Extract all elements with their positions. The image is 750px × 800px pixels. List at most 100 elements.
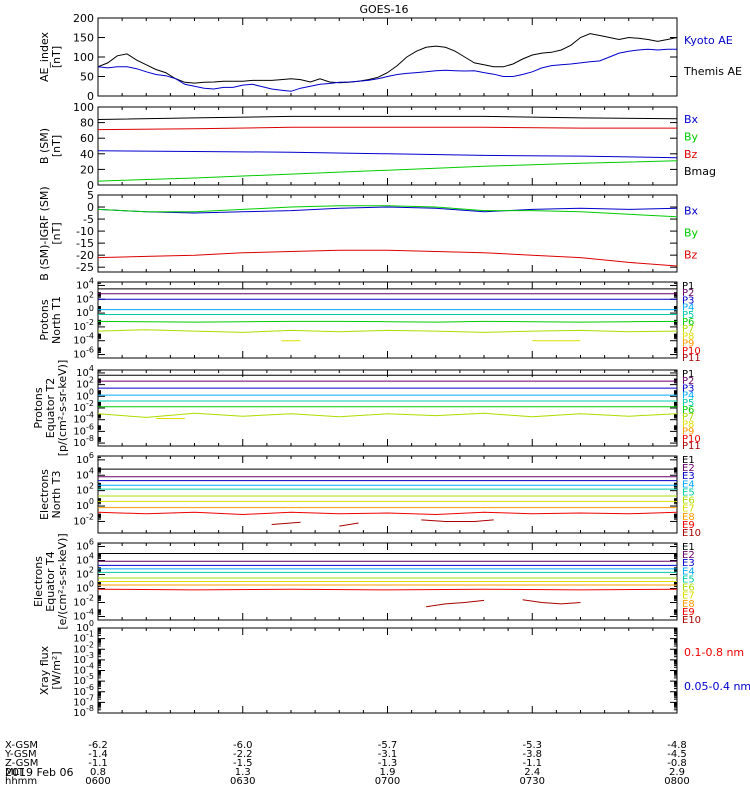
legend-item: P3 [682,295,694,306]
y-tick-label: 102 [76,482,94,497]
legend-item: P3 [682,383,694,394]
x-row-value: -2.2 [233,749,253,760]
legend-item: By [684,226,699,239]
x-row-value: -1.1 [522,758,542,769]
x-row-value: -1.1 [88,758,108,769]
y-tick-label: 10-4 [73,662,94,677]
y-axis-label: Electrons [38,469,51,520]
panel-frame [97,455,678,534]
x-row-value: -4.8 [667,740,687,751]
y-tick-label: 200 [73,12,94,25]
y-tick-label: 100 [76,387,94,402]
series-p7 [98,412,677,418]
y-tick-label: 10-6 [73,683,94,698]
legend-item: P2 [682,376,694,387]
y-tick-label: 10-4 [73,332,94,347]
y-tick-label: 10-8 [73,704,94,719]
series-e10 [271,521,301,525]
y-tick-label: 10-1 [73,630,94,645]
y-tick-label: 10-2 [73,594,94,609]
x-row-value: 0630 [230,776,255,787]
y-tick-label: 0 [87,90,94,103]
y-tick-label: -25 [76,261,94,274]
y-tick-label: 100 [73,101,94,114]
y-tick-label: -20 [76,249,94,262]
series-group [98,553,677,608]
legend-item: P8 [682,419,694,430]
legend-item: P9 [682,427,694,438]
y-tick-label: 10-6 [73,422,94,437]
series-bx [98,150,677,159]
y-axis-label: B (SM) [38,128,51,164]
legend-item: Bz [684,148,698,161]
legend-item: Bmag [684,165,716,178]
x-row-value: 1.3 [235,767,251,778]
x-row-value: -6.2 [88,740,108,751]
y-tick-label: 60 [80,132,94,145]
legend-item: P5 [682,310,694,321]
y-axis-label: Electrons [32,556,45,607]
legend-item: E9 [682,607,695,618]
legend-item: Bx [684,113,699,126]
x-row-value: 0600 [85,776,110,787]
y-axis-label: North T1 [50,296,63,344]
x-row-value: 0700 [375,776,400,787]
y-axis-label: [p/(cm²-s-sr-keV)] [56,360,69,457]
y-axis-label: Equator T2 [44,378,57,438]
y-tick-label: -10 [76,225,94,238]
y-tick-label: 10-3 [73,651,94,666]
legend-item: E2 [682,550,695,561]
y-tick-label: 10-2 [73,512,94,527]
series-p7 [98,329,677,333]
y-tick-label: 80 [80,117,94,130]
panel-3: -25-20-15-10-505 B (SM)-IGRF (SM) [nT] Bx By… [38,186,699,280]
x-row-value: 0.8 [90,767,106,778]
y-axis-label: [e/(cm²-s-sr-keV)] [56,533,69,629]
series-e10 [426,599,485,608]
legend-item: E7 [682,591,695,602]
y-axis-label: Xray flux [38,645,51,695]
series-by [98,205,677,218]
x-row-value: -6.0 [233,740,253,751]
x-row-value: 0730 [520,776,545,787]
legend-item: P1 [682,369,694,380]
series-themis-ae [98,33,677,84]
series-group [98,288,677,342]
legend-item: P6 [682,317,694,328]
legend-item: P9 [682,339,694,350]
series-p6 [98,320,677,323]
date-label: 2019 Feb 06 [5,766,73,779]
panel-1: 0 50 100 150 200 AE_index [nT] Kyoto AE Themis A… [38,12,742,103]
y-tick-label: 10-2 [73,318,94,333]
y-axis-label: [nT] [50,46,63,68]
series-bx [98,206,677,214]
legend-item: E10 [682,528,701,539]
legend-item: P4 [682,303,694,314]
legend-item: Themis AE [683,65,742,78]
legend-item: E6 [682,583,695,594]
x-row-value: -0.8 [667,758,687,769]
series-bz [98,249,677,267]
y-tick-label: 104 [76,552,94,567]
y-axis-label: [nT] [50,135,63,157]
legend-item: P11 [682,441,701,452]
y-tick-label: -15 [76,237,94,250]
y-tick-label: 104 [76,466,94,481]
y-tick-label: 0 [87,179,94,192]
x-row-value: -5.3 [522,740,542,751]
legend-item: E1 [682,542,695,553]
x-row-value: -1.5 [233,758,253,769]
y-tick-label: 0 [87,201,94,214]
x-row-label: MLT [5,767,25,778]
y-axis-label: B (SM)-IGRF (SM) [38,186,51,280]
y-axis-label: Equator T4 [44,551,57,611]
legend-item: E3 [682,558,695,569]
y-tick-label: 104 [76,276,94,291]
series-bz [98,126,677,131]
y-tick-label: 100 [76,580,94,595]
y-tick-label: 104 [76,364,94,379]
x-row-value: -3.1 [378,749,398,760]
